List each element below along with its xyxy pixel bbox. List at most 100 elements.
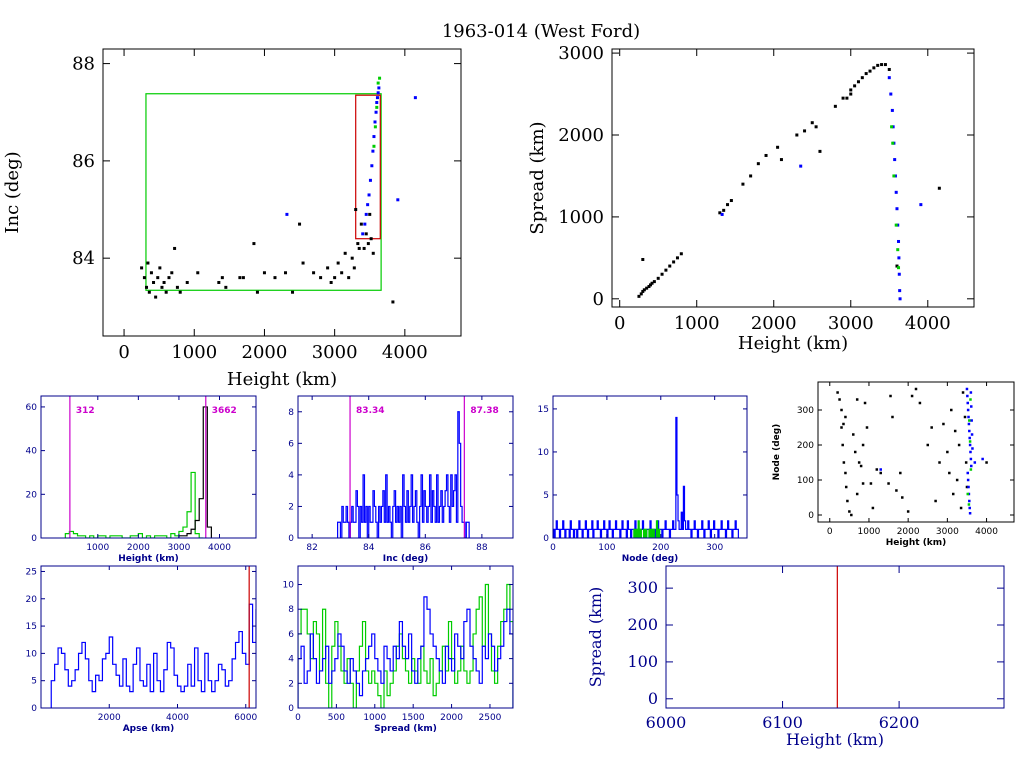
histogram-series-blue xyxy=(50,603,256,708)
data-point xyxy=(369,237,373,241)
y-tick-label: 0 xyxy=(808,511,814,521)
data-point xyxy=(354,208,358,212)
data-point xyxy=(969,391,973,394)
y-tick-label: 300 xyxy=(797,406,814,416)
plot-frame xyxy=(40,395,257,539)
data-point xyxy=(966,401,969,405)
x-tick-label: 0 xyxy=(550,543,556,553)
x-tick-label: 84 xyxy=(363,543,375,553)
data-point xyxy=(887,67,891,71)
data-point xyxy=(175,285,179,289)
data-point xyxy=(329,280,333,284)
data-point xyxy=(178,290,182,294)
data-point xyxy=(718,211,722,215)
x-tick-label: 82 xyxy=(306,543,317,553)
data-point xyxy=(955,478,959,482)
data-point xyxy=(845,96,849,100)
data-point xyxy=(371,149,375,153)
y-axis-label: Spread (km) xyxy=(527,121,548,234)
data-point xyxy=(879,468,882,471)
data-point xyxy=(963,415,967,419)
y-tick-label: 0 xyxy=(648,689,658,708)
data-point xyxy=(860,76,864,80)
histogram-series-blue xyxy=(298,596,513,708)
data-point xyxy=(833,104,837,108)
data-point xyxy=(273,276,277,280)
plot-frame xyxy=(297,395,514,539)
data-point xyxy=(639,292,643,296)
data-point xyxy=(173,246,177,250)
y-tick-label: 25 xyxy=(26,567,37,577)
data-point xyxy=(857,461,861,464)
x-tick-label: 1500 xyxy=(402,713,425,723)
data-point xyxy=(675,256,679,260)
data-point xyxy=(897,272,901,276)
data-point xyxy=(861,443,865,447)
y-tick-label: 300 xyxy=(627,578,658,597)
data-point xyxy=(966,394,969,398)
data-point xyxy=(146,261,150,265)
x-tick-label: 3000 xyxy=(828,313,874,334)
x-tick-label: 1000 xyxy=(171,342,217,363)
data-point xyxy=(841,443,844,447)
data-point xyxy=(880,63,884,67)
data-point xyxy=(864,72,868,76)
chart-hist-spread: 0 500 1000 1500 2000 2500 0 2 4 6 8 10 Spread (km) xyxy=(283,565,514,734)
data-point xyxy=(371,251,375,255)
data-point xyxy=(985,461,988,464)
data-point xyxy=(852,433,855,436)
data-point xyxy=(140,266,144,270)
x-tick-label: 6000 xyxy=(646,713,687,732)
x-tick-label: 4000 xyxy=(208,543,231,553)
data-point xyxy=(968,512,972,515)
data-point xyxy=(238,276,242,280)
y-tick-label: 0 xyxy=(593,289,604,310)
range-box-red xyxy=(355,94,381,240)
x-tick-label: 0 xyxy=(118,342,129,363)
data-point xyxy=(968,419,971,422)
data-point xyxy=(158,266,162,270)
x-tick-label: 2000 xyxy=(127,543,150,553)
data-point xyxy=(871,506,875,510)
data-point xyxy=(343,251,347,255)
data-point xyxy=(298,222,302,226)
data-point xyxy=(876,63,880,67)
data-point xyxy=(647,285,651,289)
data-point xyxy=(961,391,965,394)
x-tick-label: 500 xyxy=(328,713,345,723)
x-tick-label: 0 xyxy=(614,313,625,334)
data-point xyxy=(376,81,380,85)
data-point xyxy=(970,419,973,422)
data-point xyxy=(312,271,316,275)
data-point xyxy=(899,471,902,475)
data-point xyxy=(898,289,902,293)
x-axis-label: Height (km) xyxy=(786,730,884,749)
data-point xyxy=(164,290,168,294)
y-tick-label: 4 xyxy=(288,471,294,481)
data-point xyxy=(897,239,901,243)
data-point xyxy=(217,280,221,284)
data-point xyxy=(356,242,360,246)
y-tick-label: 2000 xyxy=(558,125,604,146)
x-tick-label: 1000 xyxy=(86,543,109,553)
y-tick-label: 2 xyxy=(288,502,294,512)
x-tick-label: 3000 xyxy=(936,527,959,537)
data-point xyxy=(326,266,330,270)
y-tick-label: 5 xyxy=(543,491,549,501)
chart-spread-vs-height-zoom: 6000 6100 6200 0 100 200 300 Height (km) Spread … xyxy=(586,565,1005,749)
data-point xyxy=(285,212,289,216)
y-tick-label: 6 xyxy=(288,630,294,640)
y-tick-label: 60 xyxy=(26,403,38,413)
x-tick-label: 4000 xyxy=(166,713,189,723)
data-point xyxy=(890,108,894,112)
data-point xyxy=(347,276,351,280)
data-point xyxy=(252,242,256,246)
data-point xyxy=(722,208,726,212)
plot-area xyxy=(140,76,417,304)
data-point xyxy=(930,426,933,429)
y-tick-label: 86 xyxy=(72,151,95,172)
x-tick-label: 2000 xyxy=(897,527,920,537)
data-point xyxy=(196,271,200,275)
plot-area xyxy=(337,396,470,538)
